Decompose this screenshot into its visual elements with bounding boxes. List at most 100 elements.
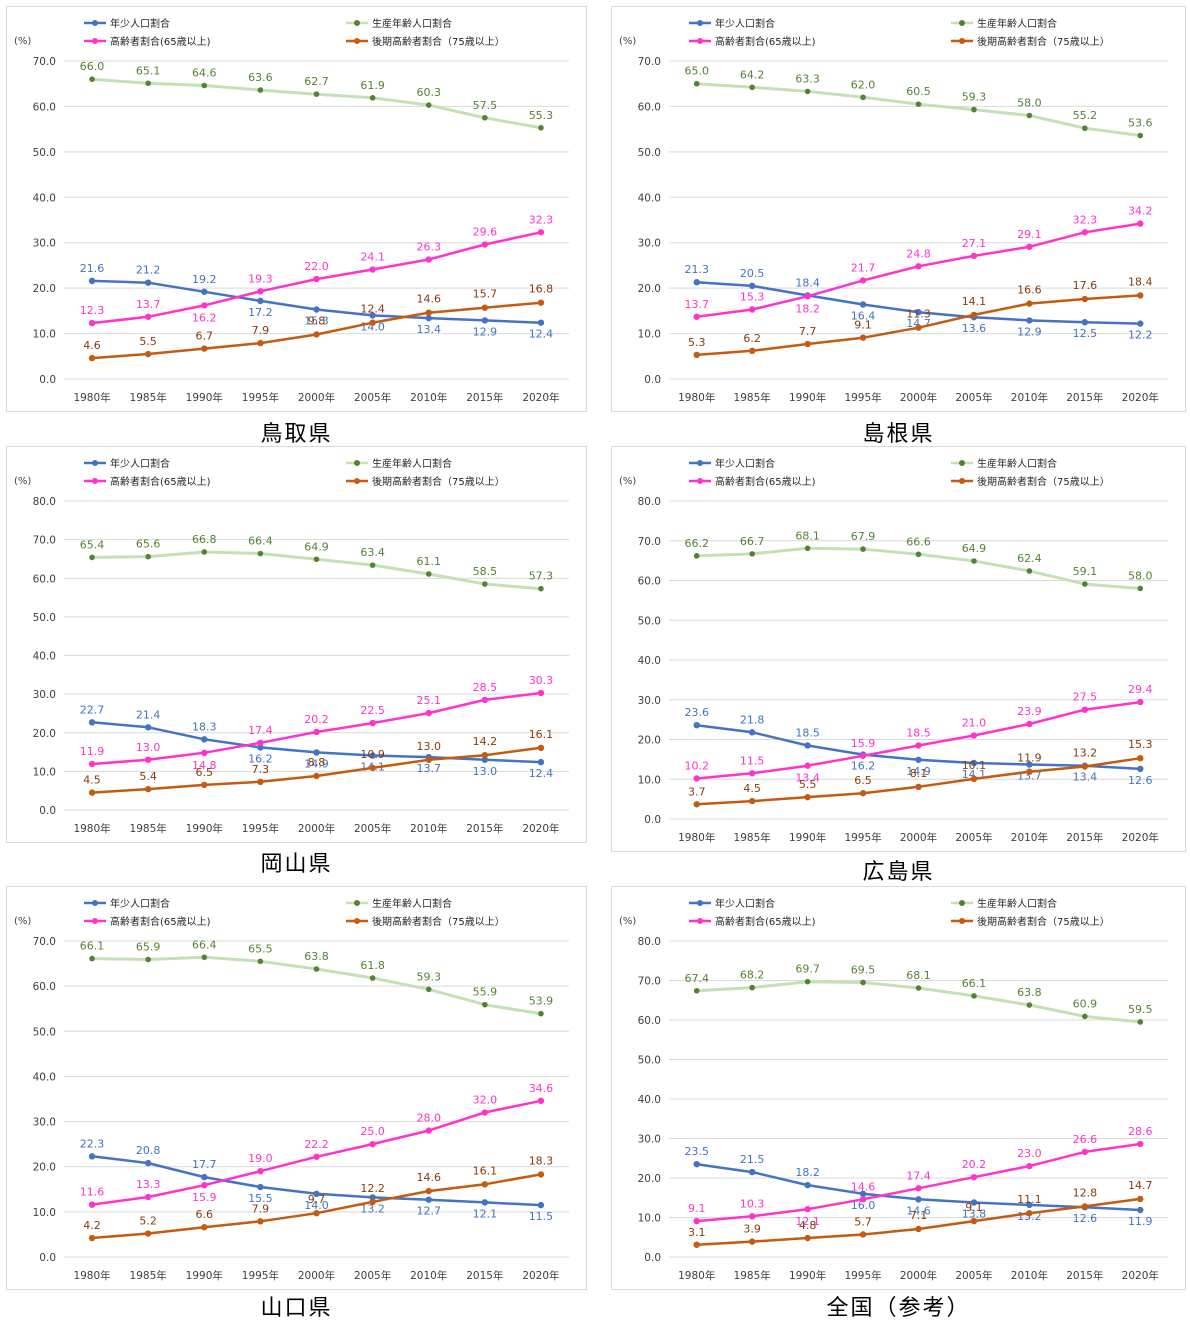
data-label-late_elderly: 13.2 (1073, 747, 1098, 760)
data-point-youth (257, 744, 264, 751)
data-point-late_elderly (804, 1234, 811, 1242)
data-point-late_elderly (537, 299, 545, 306)
data-point-late_elderly (537, 744, 545, 752)
data-label-late_elderly: 7.7 (799, 325, 817, 338)
data-label-youth: 18.3 (192, 720, 217, 733)
data-point-late_elderly (1026, 768, 1033, 775)
data-label-youth: 13.6 (962, 322, 987, 335)
x-tick-label: 2005年 (955, 391, 992, 404)
data-label-late_elderly: 5.5 (799, 778, 817, 791)
data-label-late_elderly: 3.1 (688, 1226, 706, 1239)
data-point-youth (693, 279, 700, 286)
data-point-working (538, 1010, 544, 1017)
data-label-late_elderly: 16.8 (529, 283, 554, 296)
x-tick-label: 2010年 (1011, 831, 1048, 844)
data-label-elderly: 11.5 (740, 754, 765, 767)
data-point-elderly (481, 696, 489, 704)
y-tick-label: 60.0 (33, 981, 56, 993)
legend-label-late_elderly: 後期高齢者割合（75歳以上） (372, 475, 505, 488)
data-point-youth (313, 749, 320, 756)
data-point-working (89, 955, 95, 962)
data-point-late_elderly (369, 1198, 376, 1206)
data-label-working: 61.9 (360, 79, 385, 92)
y-tick-label: 30.0 (33, 238, 56, 250)
data-label-late_elderly: 3.7 (688, 785, 706, 798)
data-point-youth (425, 1196, 432, 1203)
data-label-late_elderly: 3.9 (743, 1223, 761, 1236)
y-tick-label: 0.0 (39, 805, 56, 817)
chart-caption: 山口県 (260, 1296, 333, 1321)
legend-marker-working (354, 20, 360, 26)
y-unit-label: (%) (14, 916, 31, 927)
x-tick-label: 1995年 (242, 1269, 279, 1282)
data-point-elderly (693, 1217, 700, 1225)
data-point-late_elderly (1137, 754, 1144, 762)
data-point-working (1026, 112, 1033, 119)
y-tick-label: 60.0 (638, 1015, 661, 1027)
data-point-working (1137, 132, 1144, 139)
data-point-late_elderly (481, 304, 489, 311)
y-tick-label: 20.0 (638, 735, 661, 747)
y-unit-label: (%) (14, 36, 31, 47)
y-tick-label: 60.0 (33, 573, 56, 585)
data-label-youth: 12.6 (1128, 774, 1153, 787)
data-point-working (749, 551, 755, 557)
data-point-working (749, 984, 755, 991)
data-point-late_elderly (88, 789, 96, 796)
x-tick-label: 1990年 (789, 391, 826, 404)
data-label-elderly: 11.6 (80, 1186, 105, 1199)
data-label-elderly: 28.5 (473, 681, 498, 694)
data-label-working: 69.5 (851, 963, 876, 976)
data-point-youth (369, 1194, 376, 1201)
data-point-late_elderly (1081, 763, 1089, 770)
data-point-elderly (369, 266, 376, 273)
data-point-elderly (537, 229, 545, 236)
data-label-working: 63.4 (360, 546, 385, 559)
data-point-youth (313, 306, 320, 313)
data-point-late_elderly (257, 1218, 264, 1225)
data-label-elderly: 32.3 (529, 213, 554, 226)
data-label-elderly: 18.5 (906, 726, 931, 739)
y-tick-label: 70.0 (33, 56, 56, 68)
data-label-working: 61.1 (416, 555, 441, 568)
y-tick-label: 40.0 (638, 192, 661, 204)
data-label-elderly: 19.0 (248, 1152, 273, 1165)
x-tick-label: 1980年 (678, 1269, 715, 1282)
data-point-working (257, 550, 264, 557)
legend-marker-working (354, 900, 360, 906)
x-tick-label: 1990年 (789, 831, 826, 844)
data-label-youth: 13.7 (416, 762, 441, 775)
data-point-elderly (1026, 243, 1033, 251)
x-tick-label: 2010年 (1011, 391, 1048, 404)
data-label-youth: 13.4 (416, 323, 441, 336)
x-tick-label: 2020年 (1122, 391, 1159, 404)
data-label-late_elderly: 14.6 (416, 293, 441, 306)
data-point-elderly (1081, 229, 1089, 236)
data-point-youth (537, 319, 545, 326)
data-label-elderly: 14.8 (192, 759, 217, 772)
data-label-youth: 13.2 (360, 1202, 385, 1215)
data-label-elderly: 21.7 (851, 261, 876, 274)
data-label-late_elderly: 8.1 (910, 767, 928, 780)
data-point-youth (88, 1153, 96, 1160)
data-point-youth (1026, 317, 1033, 324)
data-point-late_elderly (859, 789, 867, 797)
data-label-working: 65.4 (80, 538, 105, 551)
data-label-youth: 18.4 (795, 276, 820, 289)
data-label-youth: 21.6 (80, 262, 105, 275)
data-label-working: 69.7 (795, 963, 820, 976)
data-label-elderly: 13.7 (684, 298, 709, 311)
legend-label-elderly: 高齢者割合(65歳以上) (715, 35, 816, 48)
x-tick-label: 2000年 (298, 1269, 335, 1282)
data-point-working (425, 571, 432, 577)
data-point-elderly (257, 1168, 264, 1175)
data-point-elderly (748, 1213, 756, 1220)
data-point-late_elderly (201, 345, 208, 352)
data-label-elderly: 15.3 (740, 290, 765, 303)
y-tick-label: 70.0 (638, 56, 661, 68)
data-point-late_elderly (915, 324, 922, 331)
data-point-elderly (915, 742, 922, 749)
